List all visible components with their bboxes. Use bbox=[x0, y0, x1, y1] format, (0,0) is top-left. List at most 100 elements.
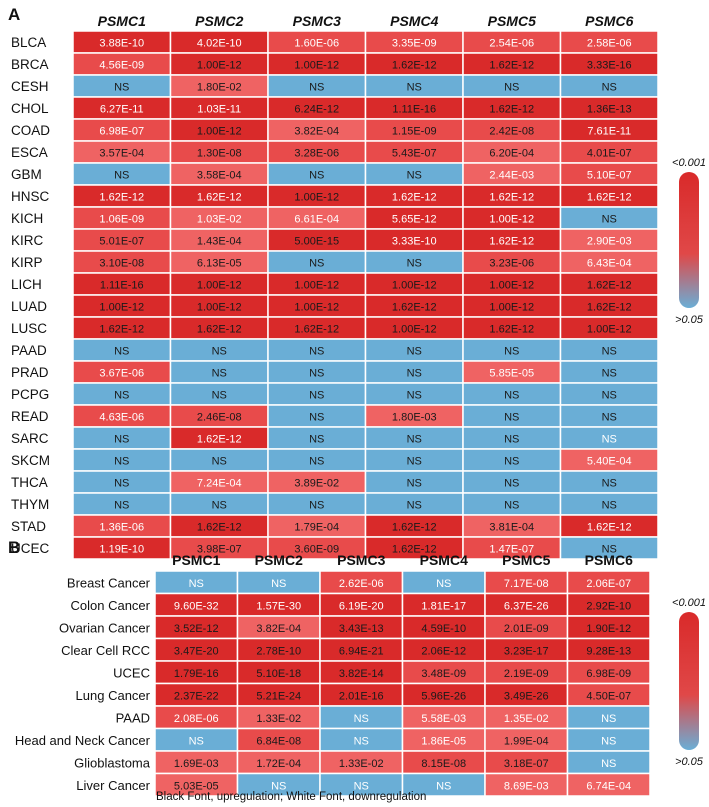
panel-label: A bbox=[8, 5, 20, 24]
cell-value: 3.28E-06 bbox=[294, 148, 339, 160]
cell-value: NS bbox=[407, 170, 422, 182]
cell-value: 1.36E-13 bbox=[587, 104, 632, 116]
cell-value: 1.62E-12 bbox=[197, 522, 242, 534]
cell-value: NS bbox=[602, 390, 617, 402]
cell-value: NS bbox=[504, 412, 519, 424]
legend-top-label: <0.001 bbox=[672, 157, 706, 169]
cell-value: 1.62E-12 bbox=[197, 324, 242, 336]
cell-value: NS bbox=[309, 456, 324, 468]
row-label: Colon Cancer bbox=[71, 598, 151, 613]
cell-value: NS bbox=[407, 258, 422, 270]
cell-value: 2.44E-03 bbox=[489, 170, 534, 182]
cell-value: 1.62E-12 bbox=[587, 192, 632, 204]
cell-value: 1.62E-12 bbox=[489, 236, 534, 248]
cell-value: 2.19E-09 bbox=[504, 668, 549, 680]
cell-value: 1.03E-02 bbox=[197, 214, 242, 226]
row-label: STAD bbox=[11, 519, 46, 534]
cell-value: 5.21E-24 bbox=[256, 690, 301, 702]
cell-value: 6.24E-12 bbox=[294, 104, 339, 116]
cell-value: 2.46E-08 bbox=[197, 412, 242, 424]
row-label: Clear Cell RCC bbox=[61, 643, 150, 658]
cell-value: NS bbox=[504, 456, 519, 468]
row-label: PAAD bbox=[116, 710, 150, 725]
row-label: Head and Neck Cancer bbox=[15, 733, 151, 748]
cell-value: 1.36E-06 bbox=[99, 522, 144, 534]
cell-value: 3.49E-26 bbox=[504, 690, 549, 702]
cell-value: 1.62E-12 bbox=[197, 192, 242, 204]
cell-value: 5.01E-07 bbox=[99, 236, 144, 248]
cell-value: 1.62E-12 bbox=[587, 280, 632, 292]
cell-value: 1.62E-12 bbox=[392, 522, 437, 534]
cell-value: 2.54E-06 bbox=[489, 38, 534, 50]
cell-value: 1.99E-04 bbox=[504, 735, 549, 747]
legend-top-label: <0.001 bbox=[672, 597, 706, 609]
row-label: BLCA bbox=[11, 35, 46, 50]
column-header: PSMC4 bbox=[420, 552, 468, 568]
cell-value: 1.00E-12 bbox=[587, 324, 632, 336]
cell-value: NS bbox=[601, 713, 616, 725]
cell-value: 6.43E-04 bbox=[587, 258, 632, 270]
column-header: PSMC4 bbox=[390, 13, 438, 29]
cell-value: 2.62E-06 bbox=[339, 578, 384, 590]
cell-value: NS bbox=[309, 390, 324, 402]
cell-value: NS bbox=[601, 735, 616, 747]
cell-value: NS bbox=[504, 82, 519, 94]
row-label: Ovarian Cancer bbox=[59, 620, 151, 635]
cell-value: 5.10E-18 bbox=[256, 668, 301, 680]
cell-value: 1.00E-12 bbox=[294, 192, 339, 204]
column-header: PSMC6 bbox=[585, 13, 633, 29]
cell-value: NS bbox=[114, 390, 129, 402]
cell-value: NS bbox=[602, 214, 617, 226]
cell-value: NS bbox=[602, 434, 617, 446]
cell-value: 2.06E-12 bbox=[421, 645, 466, 657]
cell-value: NS bbox=[189, 735, 204, 747]
cell-value: 1.00E-12 bbox=[197, 60, 242, 72]
cell-value: NS bbox=[602, 544, 617, 556]
cell-value: 6.98E-09 bbox=[586, 668, 631, 680]
cell-value: 1.79E-04 bbox=[294, 522, 339, 534]
cell-value: NS bbox=[309, 82, 324, 94]
cell-value: 9.28E-13 bbox=[586, 645, 631, 657]
cell-value: 1.00E-12 bbox=[392, 280, 437, 292]
row-label: SKCM bbox=[11, 453, 50, 468]
cell-value: 1.35E-02 bbox=[504, 713, 549, 725]
cell-value: 2.06E-07 bbox=[586, 578, 631, 590]
cell-value: 1.33E-02 bbox=[256, 713, 301, 725]
cell-value: 3.67E-06 bbox=[99, 368, 144, 380]
cell-value: NS bbox=[407, 368, 422, 380]
row-label: UCEC bbox=[113, 665, 150, 680]
cell-value: 1.00E-12 bbox=[489, 302, 534, 314]
cell-value: NS bbox=[309, 434, 324, 446]
cell-value: 3.58E-04 bbox=[197, 170, 242, 182]
column-header: PSMC2 bbox=[195, 13, 243, 29]
cell-value: 1.03E-11 bbox=[197, 104, 241, 116]
row-label: PRAD bbox=[11, 365, 49, 380]
cell-value: 6.19E-20 bbox=[339, 600, 384, 612]
cell-value: 5.03E-05 bbox=[174, 780, 219, 792]
cell-value: NS bbox=[271, 780, 286, 792]
cell-value: 1.80E-02 bbox=[197, 82, 242, 94]
cell-value: 1.00E-12 bbox=[197, 126, 242, 138]
cell-value: 1.62E-12 bbox=[294, 324, 339, 336]
row-label: Liver Cancer bbox=[76, 778, 150, 793]
cell-value: 3.82E-14 bbox=[339, 668, 384, 680]
cell-value: NS bbox=[407, 500, 422, 512]
cell-value: NS bbox=[504, 346, 519, 358]
cell-value: NS bbox=[212, 346, 227, 358]
cell-value: NS bbox=[436, 578, 451, 590]
cell-value: NS bbox=[602, 368, 617, 380]
column-header: PSMC6 bbox=[585, 552, 633, 568]
cell-value: NS bbox=[354, 780, 369, 792]
cell-value: 8.15E-08 bbox=[421, 758, 466, 770]
cell-value: NS bbox=[602, 82, 617, 94]
row-label: LUSC bbox=[11, 321, 47, 336]
cell-value: NS bbox=[114, 170, 129, 182]
legend-colorbar bbox=[679, 612, 699, 750]
cell-value: 3.33E-10 bbox=[392, 236, 437, 248]
cell-value: 3.43E-13 bbox=[339, 623, 384, 635]
cell-value: 1.62E-12 bbox=[489, 324, 534, 336]
cell-value: 1.80E-03 bbox=[392, 412, 437, 424]
cell-value: NS bbox=[407, 346, 422, 358]
cell-value: 1.79E-16 bbox=[174, 668, 219, 680]
